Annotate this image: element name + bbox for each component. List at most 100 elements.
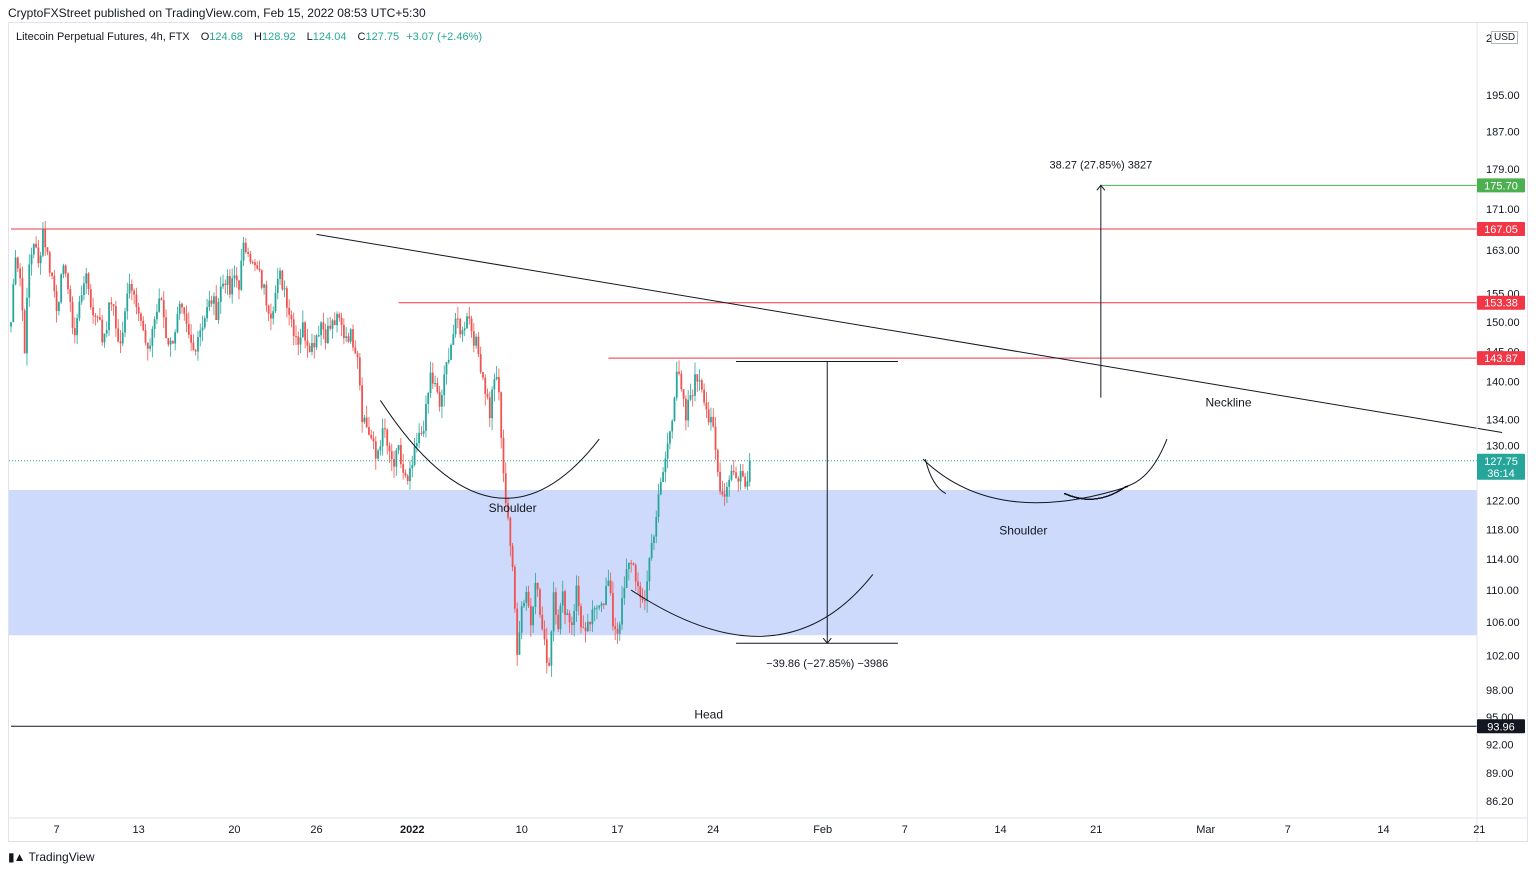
candle-body [509, 517, 512, 546]
price-tick-label: 89.00 [1486, 768, 1514, 780]
price-tick-label: 86.20 [1486, 796, 1514, 808]
current-price-tag-countdown: 36:14 [1487, 468, 1515, 480]
candle-body [167, 338, 170, 345]
time-tick-label: 7 [1285, 824, 1291, 836]
candle-body [171, 340, 174, 344]
price-tick-label: 163.00 [1486, 245, 1520, 257]
candle-body [363, 417, 366, 423]
candle-body [213, 296, 215, 304]
candle-body [730, 470, 733, 480]
candle-body [627, 562, 630, 569]
candle-body [602, 603, 605, 605]
candle-body [609, 580, 612, 594]
candle-body [219, 286, 222, 302]
candle-body [199, 330, 202, 337]
price-tag-167-05: 167.05 [1477, 221, 1525, 236]
time-tick-label: 17 [611, 824, 623, 836]
candle-body [577, 585, 580, 607]
candle-body [14, 257, 17, 285]
candle-body [124, 311, 126, 333]
high-label: H [254, 31, 262, 43]
candle-body [283, 288, 286, 290]
candle-body [16, 257, 19, 269]
candle-body [466, 316, 468, 329]
currency-button[interactable]: USD [1491, 31, 1519, 44]
candle-body [201, 327, 204, 331]
candle-body [680, 373, 683, 390]
candle-body [589, 621, 592, 625]
candle-body [468, 316, 471, 319]
candle-body [438, 391, 441, 407]
candle-body [523, 602, 525, 607]
price-tick-label: 106.00 [1486, 617, 1520, 629]
candle-body [322, 322, 325, 330]
candle-body [669, 431, 671, 444]
candle-body [621, 597, 623, 625]
time-tick-label: Mar [1196, 824, 1215, 836]
symbol-title[interactable]: Litecoin Perpetual Futures, 4h, FTX [16, 31, 190, 43]
price-tag-167-05-label: 167.05 [1484, 224, 1518, 236]
candle-body [580, 606, 582, 628]
candle-body [495, 377, 498, 380]
candle-body [463, 328, 466, 331]
candle-body [233, 275, 236, 279]
candle-body [618, 624, 621, 634]
candle-body [226, 276, 229, 285]
candle-body [117, 328, 120, 342]
candle-body [527, 591, 530, 606]
candle-body [741, 471, 744, 477]
candle-body [650, 542, 653, 559]
price-axis: 195.00187.00179.00171.00163.00155.00150.… [1486, 90, 1520, 808]
candle-body [662, 472, 664, 482]
candle-body [664, 458, 667, 473]
candle-body [192, 342, 195, 351]
candle-body [511, 545, 514, 568]
candle-body [114, 306, 117, 329]
candle-body [235, 275, 238, 281]
candle-body [691, 395, 694, 397]
candle-body [482, 372, 484, 378]
candle-body [486, 393, 489, 398]
candle-body [591, 609, 594, 625]
candle-body [96, 316, 99, 318]
candle-body [454, 318, 457, 335]
candle-body [568, 613, 571, 623]
price-tick-label: 140.00 [1486, 377, 1520, 389]
candle-body [456, 318, 459, 320]
price-tag-143-87: 143.87 [1477, 351, 1525, 366]
candle-body [612, 593, 614, 627]
candle-body [89, 289, 92, 308]
candle-body [666, 443, 669, 459]
candle-body [121, 332, 124, 344]
candle-body [64, 265, 67, 274]
candle-body [532, 606, 535, 626]
candle-body [550, 631, 553, 666]
candle-body [46, 247, 49, 253]
candle-body [488, 397, 491, 419]
time-tick-label: 21 [1090, 824, 1102, 836]
candle-body [126, 293, 129, 312]
candle-body [158, 298, 161, 312]
candle-body [634, 565, 637, 582]
candle-body [135, 294, 138, 308]
candle-body [384, 428, 386, 430]
candle-body [101, 319, 104, 343]
candle-body [678, 371, 680, 374]
tradingview-logo[interactable]: ▮▲ TradingView [8, 850, 95, 864]
candle-body [543, 629, 546, 640]
candle-body [276, 279, 279, 293]
candle-body [333, 320, 336, 326]
candle-body [739, 471, 742, 482]
candle-body [60, 274, 63, 303]
head-curve [630, 574, 874, 637]
candle-body [404, 472, 407, 476]
candle-body [28, 264, 31, 298]
candle-body [347, 336, 350, 342]
annotation-neckline-3: Neckline [1206, 396, 1252, 410]
candle-body [447, 359, 450, 363]
candle-body [217, 301, 220, 320]
price-tag-153-38-label: 153.38 [1484, 298, 1518, 310]
candle-body [306, 340, 309, 346]
candle-body [301, 322, 304, 338]
